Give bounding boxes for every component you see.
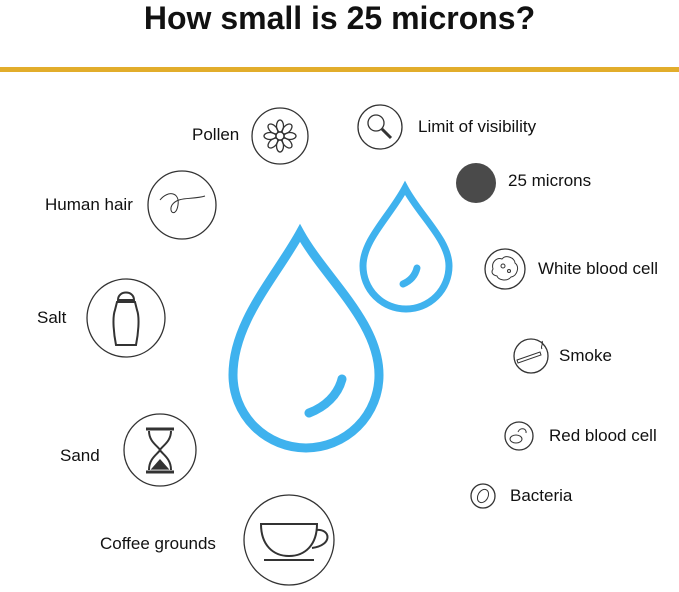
label-bacteria: Bacteria — [510, 486, 573, 505]
label-25-microns: 25 microns — [508, 171, 592, 190]
label-red-blood-cell: Red blood cell — [549, 426, 657, 445]
hourglass-icon — [123, 413, 197, 487]
bacteria-icon — [470, 483, 496, 509]
small-water-drop-icon — [359, 180, 453, 313]
page-title: How small is 25 microns? — [143, 0, 536, 36]
large-water-drop-icon — [228, 223, 384, 453]
flower-icon — [251, 107, 309, 165]
label-coffee-grounds: Coffee grounds — [100, 534, 216, 553]
filled-dot-icon — [456, 163, 496, 203]
salt-shaker-icon — [86, 278, 166, 358]
divider — [0, 67, 679, 72]
white-cell-icon — [484, 248, 526, 290]
magnifier-icon — [357, 104, 403, 150]
label-salt: Salt — [37, 308, 67, 327]
label-limit-of-visibility: Limit of visibility — [418, 117, 537, 136]
label-white-blood-cell: White blood cell — [538, 259, 659, 278]
label-sand: Sand — [60, 446, 100, 465]
hair-strand-icon — [147, 170, 217, 240]
coffee-cup-icon — [243, 494, 335, 586]
label-smoke: Smoke — [559, 346, 612, 365]
label-human-hair: Human hair — [45, 195, 133, 214]
label-pollen: Pollen — [192, 125, 240, 144]
cigarette-icon — [513, 338, 549, 374]
red-cell-icon — [504, 421, 534, 451]
